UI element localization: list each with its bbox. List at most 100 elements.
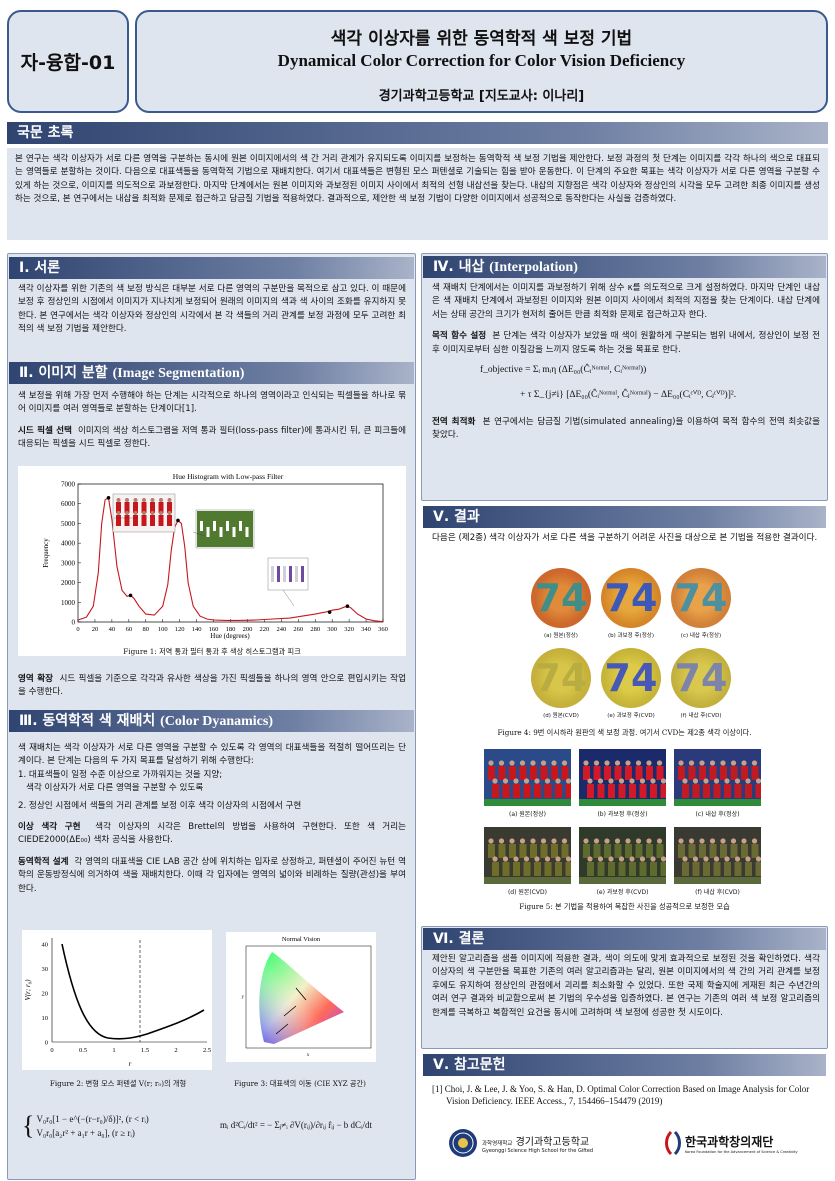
team-photo (579, 827, 668, 884)
x-tick-label: 280 (310, 626, 320, 633)
cie-diagram: Normal Vision y x (242, 936, 372, 1058)
svg-text:r: r (129, 1060, 132, 1068)
x-tick-label: 240 (276, 626, 286, 633)
goal-1b: 색각 이상자가 서로 다른 영역을 구분할 수 있도록 (26, 783, 204, 794)
x-tick-label: 40 (109, 626, 116, 633)
inset-team-photo (112, 493, 176, 533)
results-text: 다음은 (제2종) 색각 이상자가 서로 다른 색을 구분하기 어려운 사진을 … (432, 533, 818, 543)
figure3-container: Normal Vision y x (226, 932, 376, 1062)
title-box: 색각 이상자를 위한 동역학적 색 보정 기법 Dynamical Color … (135, 10, 828, 113)
series-line (77, 496, 384, 623)
results-section: 다음은 (제2종) 색각 이상자가 서로 다른 색을 구분하기 어려운 사진을 … (432, 532, 820, 545)
school-name: 경기과학고등학교 (515, 1136, 590, 1148)
ishihara-plate: 74 (531, 648, 591, 708)
foundation-emblem-icon (665, 1130, 681, 1156)
seed-text: 이미지의 색상 히스토그램을 저역 통과 필터(loss-pass filter… (18, 425, 407, 450)
figure2-container: 0 10 20 30 40 0 0.5 1 1.5 2 2.5 r V(r; r₀) (22, 930, 212, 1070)
peak-point (327, 610, 332, 614)
ishihara-plate: 74 (671, 568, 731, 628)
intro-text: 색각 이상자를 위한 기존의 색 보정 방식은 대부분 서로 다른 영역의 구분… (18, 284, 406, 335)
y-axis-label: Frequency (42, 538, 50, 568)
segmentation-text: 색 보정을 위해 가장 먼저 수행해야 하는 단계는 시각적으로 하나의 영역이… (18, 391, 406, 415)
x-tick-label: 100 (158, 626, 168, 633)
photo-label: (f) 내삽 후(CVD) (695, 889, 740, 896)
photo-label: (a) 원본(정상) (508, 811, 547, 818)
potential-plot: 0 10 20 30 40 0 0.5 1 1.5 2 2.5 r V(r; r₀) (24, 938, 211, 1068)
school-emblem-icon (449, 1129, 477, 1157)
cvd-paragraph: 이상 색각 구현 색각 이상자의 시각은 Brettel의 방법을 사용하여 구… (18, 821, 406, 848)
x-tick-label: 200 (243, 626, 253, 633)
svg-text:x: x (307, 1053, 310, 1058)
objective-title: 목적 함수 설정 (432, 331, 487, 342)
photo-label: (d) 원본(CVD) (507, 889, 548, 896)
x-tick-label: 300 (327, 626, 337, 633)
svg-text:20: 20 (42, 991, 49, 998)
svg-text:0: 0 (45, 1040, 48, 1047)
figure1-container: Hue Histogram with Low-pass Filter 0 1000… (18, 466, 406, 656)
team-photo (674, 749, 763, 806)
x-tick-label: 60 (126, 626, 133, 633)
segmentation-heading: Ⅱ. 이미지 분할 (Image Segmentation) (9, 362, 414, 384)
figure4-container: 74 (a) 원본(정상) 74 (b) 과보정 후(정상) 74 (c) 내삽 후(정상… (421, 560, 828, 745)
photo-label: (c) 내삽 후(정상) (695, 811, 740, 818)
plate-label: (a) 원본(정상) (544, 633, 578, 639)
interp-box (421, 253, 828, 501)
foundation-name-en: Korea Foundation for the Advancement of … (685, 1149, 798, 1154)
plate-label: (d) 원본(CVD) (543, 713, 579, 719)
global-paragraph: 전역 최적화 본 연구에서는 담금질 기법(simulated annealin… (432, 416, 820, 443)
intro-heading: Ⅰ. 서론 (9, 257, 414, 279)
interp-heading: Ⅳ. 내삽 (Interpolation) (423, 256, 826, 278)
objective-text: 본 단계는 색각 이상자가 보았을 때 색이 원활하게 구분되는 범위 내에서,… (432, 331, 820, 355)
svg-text:Normal Vision: Normal Vision (282, 936, 321, 943)
potential-case-2: V₀r₀[a₂r² + a₁r + a₀], (r ≥ rᵢ) (36, 1128, 135, 1138)
goal-2: 2. 정상인 시점에서 색들의 거리 관계를 보정 이후 색각 이상자의 시점에… (18, 800, 302, 811)
x-tick-label: 360 (378, 626, 388, 633)
expand-section: 영역 확장 시드 픽셀을 기준으로 각각과 유사한 색상을 가진 픽셀들을 하나… (18, 673, 406, 700)
goal-1: 1. 대표색들이 일정 수준 이상으로 가까워지는 것을 지양; (18, 769, 223, 780)
photo-label: (b) 과보정 후(정상) (597, 811, 648, 818)
svg-text:2.5: 2.5 (203, 1047, 211, 1054)
ishihara-plate: 74 (531, 568, 591, 628)
svg-text:40: 40 (42, 942, 49, 949)
peak-markers (106, 496, 350, 614)
x-tick-label: 320 (344, 626, 354, 633)
dynamics-section: 색 재배치는 색각 이상자가 서로 다른 영역을 구분할 수 있도록 각 영역의… (18, 742, 406, 896)
plate-label: (c) 내삽 후(정상) (680, 633, 722, 639)
foundation-logo: 한국과학창의재단 Korea Foundation for the Advanc… (665, 1130, 798, 1156)
seed-title: 시드 픽셀 선택 (18, 425, 72, 436)
objective-eq-2: + τ Σ_{j≠i} [ΔE₀₀(Ĉᵢᴺᵒʳᵐᵃˡ, Ĉⱼᴺᵒʳᵐᵃˡ) − … (520, 390, 737, 401)
ishihara-plate: 74 (601, 568, 661, 628)
plate-number: 74 (534, 656, 588, 700)
references-heading: Ⅴ. 참고문헌 (423, 1054, 826, 1076)
plate-number: 74 (604, 576, 658, 620)
svg-text:y: y (242, 995, 245, 1000)
y-tick-label: 0 (72, 619, 76, 627)
cvd-title: 이상 색각 구현 (18, 822, 81, 833)
conclusion-section: 제안된 알고리즘을 샘플 이미지에 적용한 결과, 색이 의도에 맞게 효과적으… (432, 953, 820, 1020)
svg-text:1: 1 (112, 1047, 115, 1054)
plate-label: (f) 내삽 후(CVD) (680, 713, 722, 719)
peak-point (106, 496, 111, 500)
design-title: 동역학적 설계 (18, 856, 69, 867)
figure5-caption: Figure 5: 본 기법을 적용하여 복잡한 사진을 성공적으로 보정한 모… (519, 902, 730, 911)
x-tick-label: 180 (226, 626, 236, 633)
global-text: 본 연구에서는 담금질 기법(simulated annealing)을 이용하… (432, 417, 820, 441)
team-photo (579, 749, 668, 806)
y-tick-label: 4000 (61, 540, 76, 548)
inset-stadium-photo (267, 557, 309, 591)
objective-paragraph: 목적 함수 설정 본 단계는 색각 이상자가 보았을 때 색이 원활하게 구분되… (432, 330, 820, 357)
photo-label: (e) 과보정 후(CVD) (596, 889, 649, 896)
results-heading: Ⅴ. 결과 (423, 506, 826, 528)
ishihara-plate: 74 (671, 648, 731, 708)
plate-number: 74 (604, 656, 658, 700)
figure5-container: (a) 원본(정상) (b) 과보정 후(정상) (c) 내삽 후(정상) (d) 원… (421, 745, 828, 905)
global-title: 전역 최적화 (432, 417, 476, 428)
dynamics-heading: Ⅲ. 동역학적 색 재배치 (Color Dyanamics) (9, 710, 414, 732)
design-text: 각 영역의 대표색을 CIE LAB 공간 상에 위치하는 입자로 상정하고, … (18, 856, 406, 894)
x-tick-label: 220 (260, 626, 270, 633)
abstract-box: 본 연구는 색각 이상자가 서로 다른 영역을 구분하는 동시에 원본 이미지에… (7, 148, 828, 240)
svg-text:0.5: 0.5 (79, 1047, 87, 1054)
potential-curve (61, 943, 205, 1040)
x-tick-label: 260 (293, 626, 303, 633)
plate-number: 74 (674, 576, 728, 620)
